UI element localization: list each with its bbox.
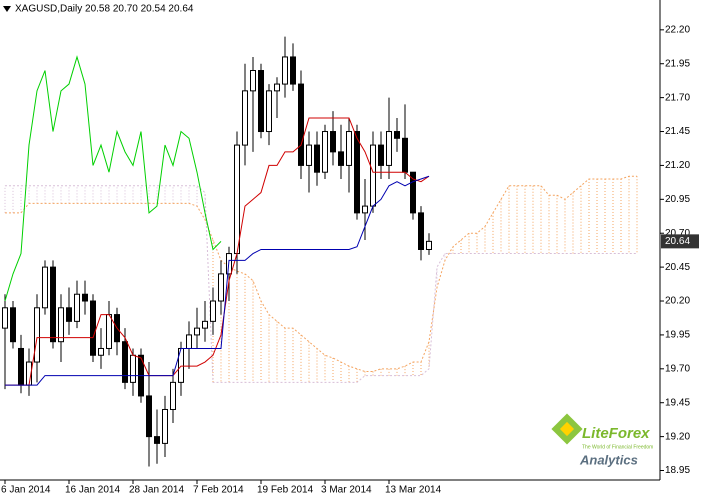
candle-body xyxy=(2,307,8,329)
candle-body xyxy=(234,144,240,255)
indicator-lines xyxy=(4,55,430,386)
candle-body xyxy=(66,307,72,322)
candle-body xyxy=(274,83,280,92)
y-tick-label: 20.95 xyxy=(665,194,690,205)
candle-body xyxy=(98,347,104,356)
candle-body xyxy=(362,205,368,214)
candle-body xyxy=(418,212,424,250)
candle-body xyxy=(402,137,408,173)
candle-body xyxy=(162,408,168,444)
candle-body xyxy=(90,300,96,356)
chart-title: XAGUSD,Daily 20.58 20.70 20.54 20.64 xyxy=(15,4,194,15)
candle-body xyxy=(34,307,40,363)
candle-body xyxy=(258,70,264,133)
y-tick-label: 20.45 xyxy=(665,262,690,273)
candle-body xyxy=(194,327,200,336)
cloud xyxy=(4,175,638,383)
watermark: LiteForex The World of Financial Freedom… xyxy=(551,413,653,467)
y-tick-label: 21.20 xyxy=(665,160,690,171)
y-tick-label: 20.70 xyxy=(665,228,690,239)
indicator-line xyxy=(5,117,430,386)
candle-body xyxy=(322,131,328,173)
candle-body xyxy=(306,144,312,166)
candle-body xyxy=(378,144,384,166)
x-tick-label: 19 Feb 2014 xyxy=(257,485,314,496)
candle-body xyxy=(170,381,176,410)
y-tick-label: 21.95 xyxy=(665,58,690,69)
watermark-tagline: The World of Financial Freedom xyxy=(582,444,653,450)
x-tick-label: 7 Feb 2014 xyxy=(193,485,244,496)
price-label: 20.64 xyxy=(665,236,690,247)
candle-body xyxy=(50,266,56,343)
candles xyxy=(2,36,432,467)
y-tick-label: 20.20 xyxy=(665,296,690,307)
candle-body xyxy=(242,90,248,146)
x-tick-label: 3 Mar 2014 xyxy=(321,485,372,496)
candle-body xyxy=(130,354,136,383)
y-tick-label: 18.95 xyxy=(665,465,690,476)
candle-body xyxy=(186,334,192,349)
candle-body xyxy=(154,436,160,444)
candle-body xyxy=(370,144,376,207)
candle-body xyxy=(330,131,336,153)
span-b xyxy=(5,185,637,383)
indicator-line xyxy=(4,55,222,302)
candle-body xyxy=(10,307,16,343)
candle-body xyxy=(202,320,208,329)
y-tick-label: 19.45 xyxy=(665,397,690,408)
candle-body xyxy=(218,273,224,302)
candle-body xyxy=(106,314,112,349)
candle-body xyxy=(410,171,416,214)
candle-body xyxy=(426,240,432,250)
y-tick-label: 21.70 xyxy=(665,92,690,103)
y-tick-label: 19.70 xyxy=(665,363,690,374)
y-tick-label: 22.20 xyxy=(665,24,690,35)
candle-body xyxy=(74,293,80,322)
watermark-product: Analytics xyxy=(579,452,638,467)
watermark-brand: LiteForex xyxy=(582,425,650,442)
price-marker xyxy=(661,234,699,249)
candle-body xyxy=(298,83,304,166)
candle-body xyxy=(210,300,216,322)
candle-body xyxy=(58,307,64,343)
candle-body xyxy=(122,341,128,383)
y-tick-label: 19.20 xyxy=(665,431,690,442)
axes: 22.20 21.95 21.70 21.45 21.20 20.95 20.70 20.45… xyxy=(1,24,699,496)
candle-body xyxy=(266,90,272,133)
candle-body xyxy=(346,131,352,166)
candle-body xyxy=(282,56,288,85)
candle-body xyxy=(386,131,392,166)
x-tick-label: 28 Jan 2014 xyxy=(129,485,184,496)
indicator-line xyxy=(5,175,430,386)
x-tick-label: 6 Jan 2014 xyxy=(1,485,51,496)
y-tick-label: 21.45 xyxy=(665,126,690,137)
candle-body xyxy=(146,395,152,438)
y-tick-label: 19.95 xyxy=(665,330,690,341)
x-tick-label: 13 Mar 2014 xyxy=(385,485,442,496)
candle-body xyxy=(338,151,344,166)
candle-body xyxy=(250,70,256,92)
candle-body xyxy=(82,293,88,302)
candle-body xyxy=(394,131,400,139)
x-tick-label: 16 Jan 2014 xyxy=(65,485,120,496)
candle-body xyxy=(290,56,296,85)
candle-body xyxy=(42,266,48,309)
span-a xyxy=(5,175,637,373)
logo-icon-core xyxy=(559,421,575,437)
candle-body xyxy=(354,131,360,214)
menu-arrow xyxy=(3,6,11,12)
candle-body xyxy=(18,347,24,386)
candle-body xyxy=(314,144,320,173)
